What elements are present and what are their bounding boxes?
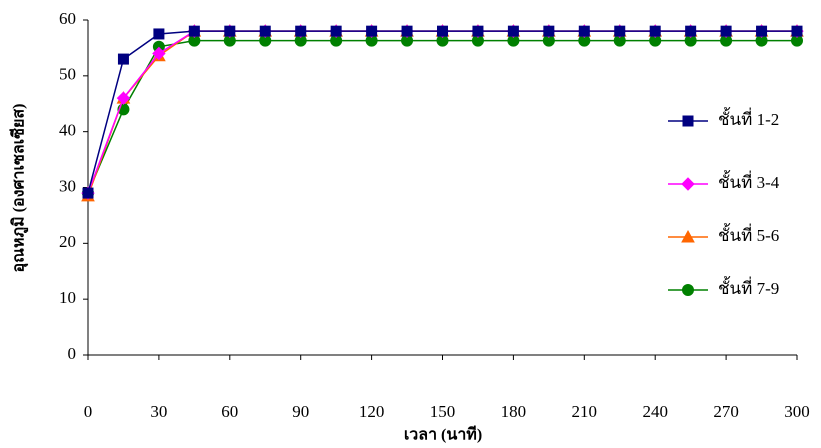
marker [117,53,129,65]
x-tick-label: 240 [642,402,668,421]
y-tick-label: 0 [68,344,77,363]
marker [259,25,271,37]
x-tick-label: 0 [84,402,93,421]
marker [791,25,803,37]
legend-item: ชั้นที่ 5-6 [668,223,779,245]
y-tick-label: 20 [59,232,76,251]
x-tick-label: 150 [430,402,456,421]
x-tick-label: 90 [292,402,309,421]
marker [188,25,200,37]
legend-item: ชั้นที่ 7-9 [668,276,779,298]
x-tick-label: 300 [784,402,810,421]
marker [224,25,236,37]
marker [682,115,694,127]
series [82,25,803,199]
marker [153,28,165,40]
x-tick-label: 30 [150,402,167,421]
marker [756,25,768,37]
series-line [87,30,797,197]
x-tick-label: 60 [221,402,238,421]
x-axis-label: เวลา (นาที) [404,425,482,444]
marker [152,46,166,61]
series [81,24,804,202]
series [81,24,804,200]
marker [614,25,626,37]
marker [82,187,94,199]
marker [685,25,697,37]
marker [330,25,342,37]
marker [295,25,307,37]
marker [116,91,131,105]
marker [681,229,695,243]
y-tick-label: 10 [59,288,76,307]
marker [720,25,732,37]
marker [649,25,661,37]
legend-label: ชั้นที่ 1-2 [718,107,779,129]
y-tick-label: 30 [59,176,76,195]
legend-label: ชั้นที่ 5-6 [718,223,779,245]
marker [401,25,413,37]
marker [543,25,555,37]
marker [682,284,694,296]
y-axis-label: อุณหภูมิ (องศาเซลเซียส) [9,104,30,273]
marker [681,177,695,191]
x-tick-label: 120 [359,402,385,421]
x-tick-label: 270 [713,402,739,421]
legend-item: ชั้นที่ 3-4 [668,170,780,192]
y-tick-label: 40 [59,121,76,140]
series-line [87,30,797,194]
x-tick-label: 180 [501,402,527,421]
marker [507,25,519,37]
series [82,34,803,200]
y-tick-label: 50 [59,65,76,84]
marker [437,25,448,37]
series-line [87,30,797,194]
legend-label: ชั้นที่ 7-9 [718,276,779,298]
marker [472,25,484,37]
legend-item: ชั้นที่ 1-2 [668,107,779,129]
y-tick-label: 60 [59,9,76,28]
x-tick-label: 210 [572,402,598,421]
legend-label: ชั้นที่ 3-4 [718,170,780,192]
marker [578,25,590,37]
marker [366,25,378,37]
